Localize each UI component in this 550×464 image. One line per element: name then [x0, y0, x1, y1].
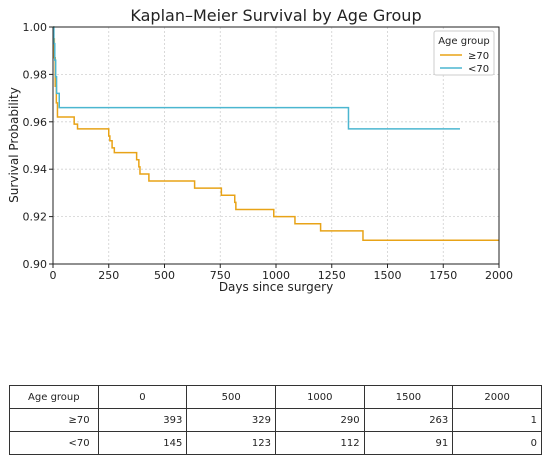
header-day-0: 0: [97, 385, 188, 409]
legend-box: [433, 30, 495, 76]
risk-row-ge70: ≥70 393 329 290 263 1: [9, 408, 542, 432]
at-risk-count: 0: [452, 431, 542, 455]
x-tick-label: 1000: [262, 269, 290, 282]
survival-curves: [52, 26, 499, 242]
at-risk-count: 329: [186, 408, 276, 432]
y-axis-label: Survival Probability: [7, 87, 21, 203]
y-tick-label: 0.92: [23, 211, 48, 224]
row-label: ≥70: [9, 408, 99, 432]
at-risk-count: 145: [97, 431, 188, 455]
row-label: <70: [9, 431, 99, 455]
at-risk-count: 393: [97, 408, 188, 432]
at-risk-count: 112: [274, 431, 365, 455]
km-chart: Kaplan–Meier Survival by Age Group 0 250 5…: [7, 6, 514, 294]
y-tick-label: 0.94: [23, 163, 48, 176]
y-tick-label: 0.96: [23, 116, 48, 129]
legend-label-lt70: <70: [468, 64, 489, 75]
header-day-500: 500: [186, 385, 276, 409]
at-risk-count: 123: [186, 431, 276, 455]
risk-table: Age group 0 500 1000 1500 2000 ≥70 393 3…: [9, 385, 542, 455]
x-tick-label: 1500: [374, 269, 402, 282]
survival-curve-ge70: [52, 26, 499, 242]
survival-curve-lt70: [53, 26, 460, 130]
x-tick-label: 250: [98, 269, 119, 282]
y-tick-label: 0.98: [23, 68, 48, 81]
x-tick-label: 1750: [429, 269, 457, 282]
header-day-1000: 1000: [274, 385, 365, 409]
y-tick-label: 1.00: [23, 21, 48, 34]
legend-title: Age group: [438, 36, 490, 47]
x-tick-label: 1250: [318, 269, 346, 282]
x-tick-label: 750: [210, 269, 231, 282]
legend: Age group ≥70 <70: [433, 30, 495, 76]
chart-title: Kaplan–Meier Survival by Age Group: [130, 6, 421, 25]
at-risk-count: 263: [363, 408, 454, 432]
axis-ticks: 0 250 500 750 1000 1250 1500 1750 2000 0.90 0.92 0.…: [23, 21, 514, 282]
grid-lines: [52, 26, 500, 265]
x-axis-label: Days since surgery: [219, 280, 333, 294]
risk-table-header: Age group 0 500 1000 1500 2000: [9, 385, 542, 409]
at-risk-count: 290: [274, 408, 365, 432]
header-age-group: Age group: [9, 385, 99, 409]
legend-label-ge70: ≥70: [468, 51, 489, 62]
x-tick-label: 0: [50, 269, 57, 282]
y-tick-label: 0.90: [23, 258, 48, 271]
risk-row-lt70: <70 145 123 112 91 0: [9, 431, 542, 455]
x-tick-label: 2000: [485, 269, 513, 282]
at-risk-count: 1: [452, 408, 542, 432]
x-tick-label: 500: [154, 269, 175, 282]
header-day-2000: 2000: [452, 385, 542, 409]
header-day-1500: 1500: [363, 385, 454, 409]
at-risk-count: 91: [363, 431, 454, 455]
